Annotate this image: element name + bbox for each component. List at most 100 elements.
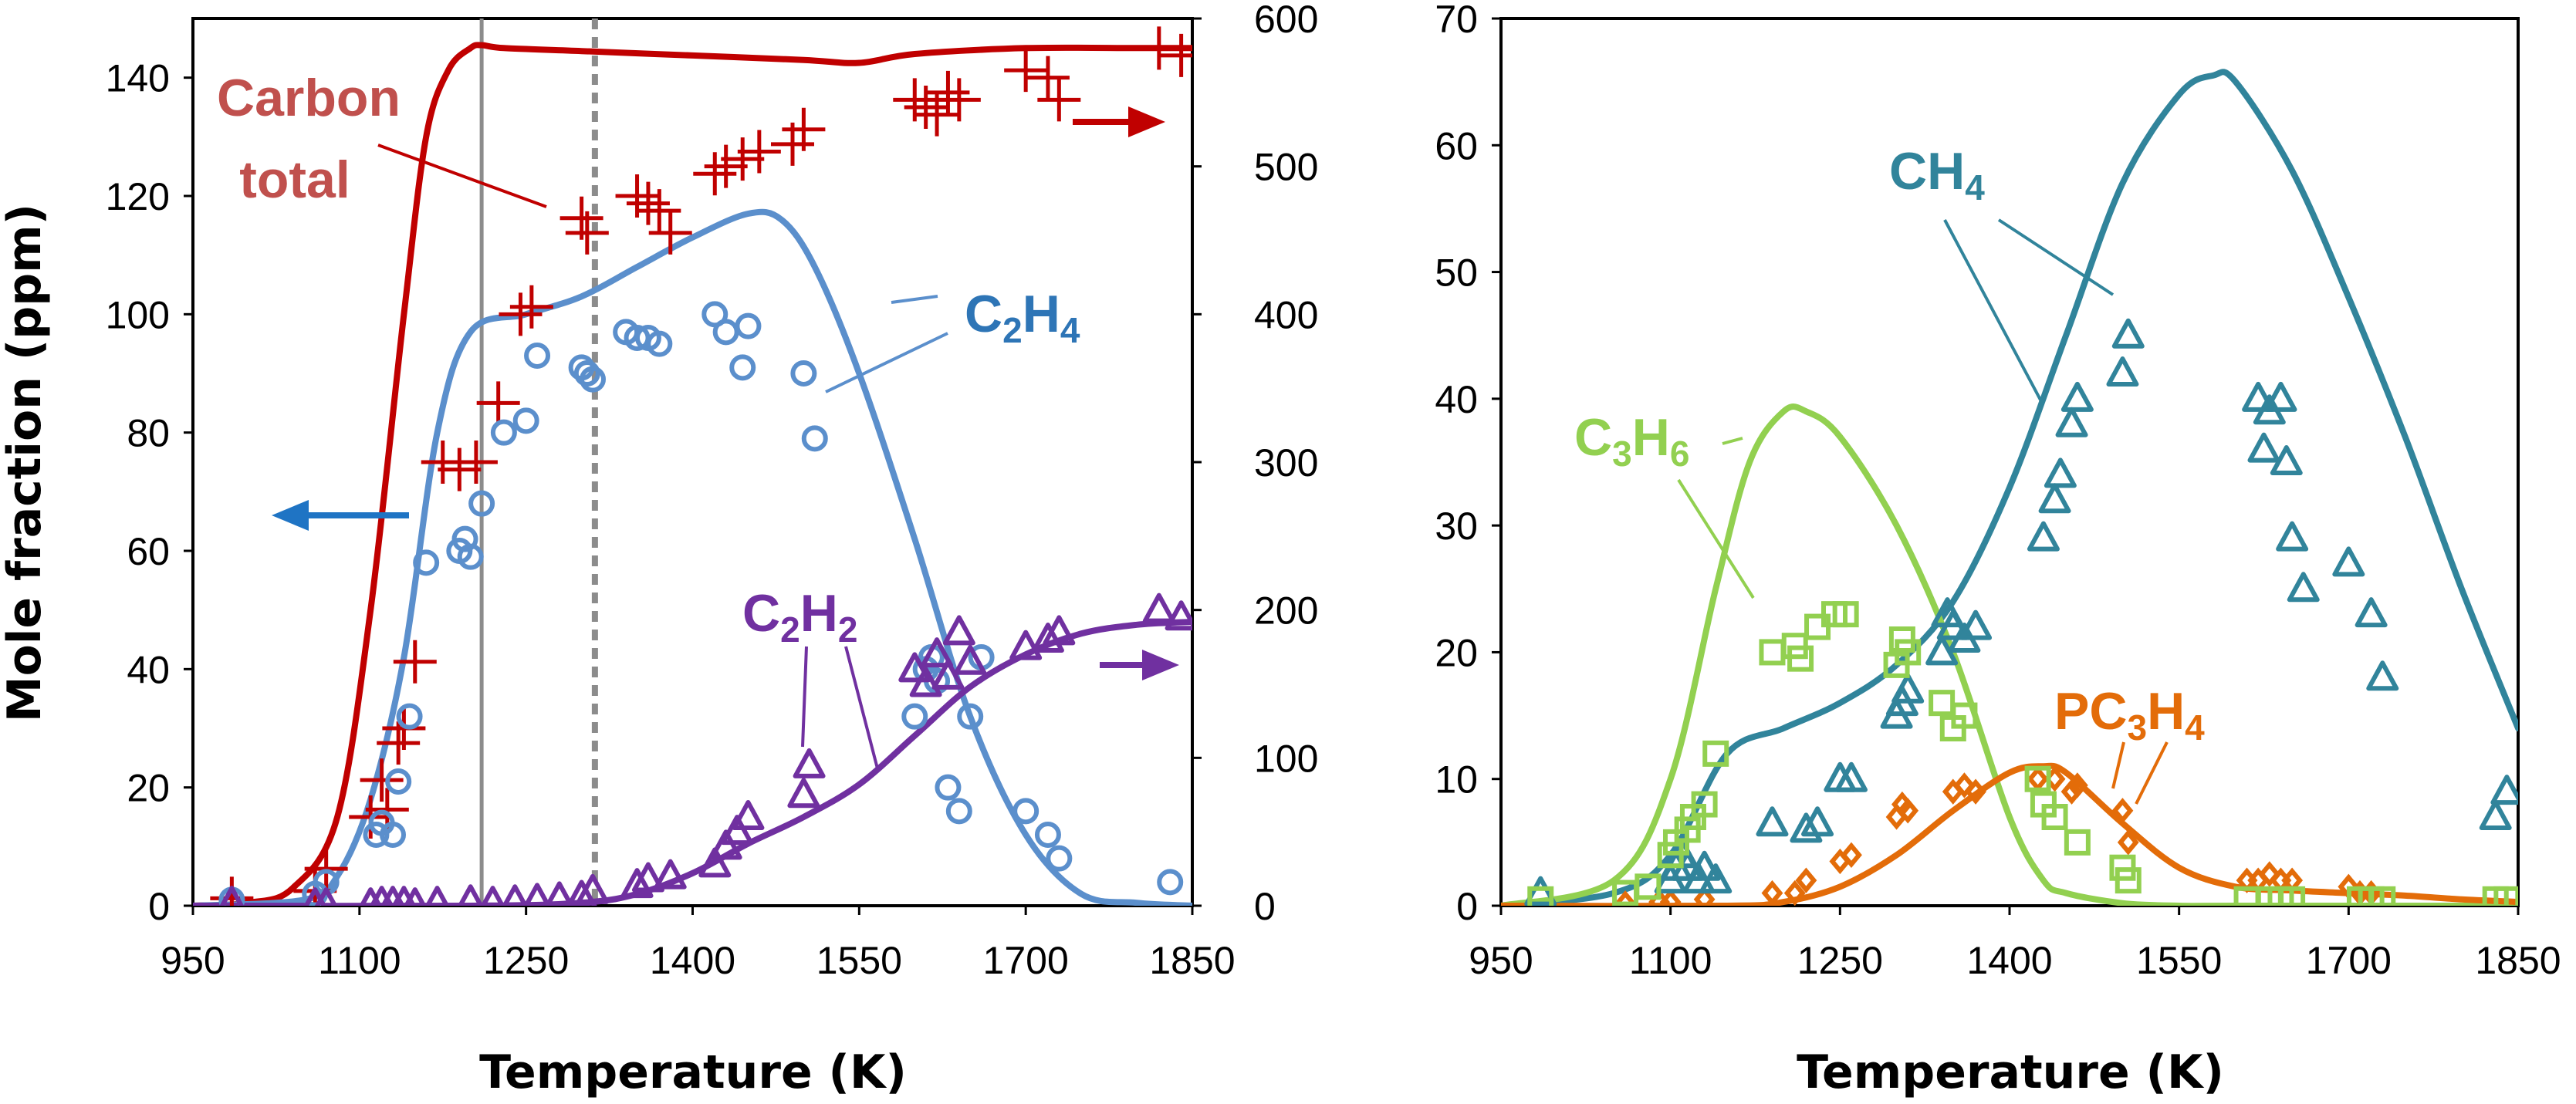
left-ylabel: Mole fraction (ppm)	[0, 204, 52, 722]
right-x-tick-label: 1250	[1797, 939, 1883, 982]
c3h6-point	[1832, 601, 1859, 628]
carbon-total-point	[648, 211, 692, 255]
left-y-tick-label: 100	[106, 293, 170, 336]
ch4-point	[2055, 407, 2088, 437]
c2h4-point	[573, 360, 600, 387]
c2h2-point	[544, 881, 574, 906]
c2h4-point	[490, 419, 517, 446]
left-xlabel: Temperature (K)	[479, 1045, 907, 1099]
c3h6-line	[1501, 403, 2518, 906]
right-x-tick-label: 1100	[1629, 939, 1712, 982]
c3h6-point	[1691, 791, 1718, 818]
left-y2-tick-label: 0	[1254, 885, 1276, 928]
c2h4-point	[712, 319, 739, 346]
c2h4-leader-1	[891, 295, 938, 304]
ch4-point	[2479, 800, 2512, 830]
carbon-total-point	[509, 285, 553, 329]
pc3h4-point	[1841, 842, 1862, 868]
pc3h4-point	[1659, 889, 1682, 906]
right-y-tick-label: 70	[1435, 0, 1478, 41]
left-y-tick-label: 60	[127, 530, 170, 573]
left-x-ticks: 950 1100 1250 1400 1550 1700 1850	[161, 906, 1236, 982]
pc3h4-point	[1953, 772, 1976, 798]
pc3h4-leader-1	[2111, 741, 2125, 789]
pc3h4-point	[1761, 879, 1783, 906]
c3h6-point	[2064, 829, 2091, 856]
c2h2-points	[219, 593, 1192, 906]
carbon-total-point	[1004, 49, 1048, 93]
ch4-points	[1524, 318, 2518, 906]
pc3h4-point	[2027, 766, 2049, 792]
carbon-total-point	[904, 86, 948, 129]
ch4-point	[1801, 806, 1834, 837]
c2h2-point	[1142, 593, 1175, 623]
carbon-total-point	[1037, 78, 1081, 122]
left-y2-tick-label: 500	[1254, 146, 1318, 189]
c2h4-point	[580, 366, 606, 393]
carbon-total-point	[499, 292, 543, 336]
pc3h4-label-text: PC3H4	[2054, 682, 2205, 748]
c2h4-points	[218, 301, 1184, 906]
c2h4-point	[1012, 798, 1040, 825]
pc3h4-point	[1795, 867, 1817, 893]
right-y-tick-label: 50	[1435, 252, 1478, 295]
pc3h4-point	[2066, 772, 2088, 798]
pc3h4-point	[2117, 829, 2139, 856]
c2h2-point	[457, 884, 484, 906]
ch4-point	[2044, 457, 2077, 488]
c2h2-label: C2H2	[742, 584, 880, 772]
c2h2-point	[898, 652, 931, 683]
c2h4-point	[957, 703, 984, 730]
c2h4-point	[1157, 869, 1184, 896]
c2h2-point	[654, 859, 687, 890]
pc3h4-point	[1693, 886, 1716, 906]
ch4-point	[2038, 483, 2071, 514]
carbon-total-point	[915, 93, 959, 137]
ch4-point	[2106, 356, 2139, 387]
ch4-point	[2111, 318, 2145, 349]
c3h6-label: C3H6	[1574, 408, 1755, 599]
pc3h4-point	[2111, 798, 2134, 824]
c2h2-point	[631, 862, 664, 893]
carbon-right-axis-arrow	[1073, 106, 1165, 137]
c2h2-label-text: C2H2	[742, 584, 857, 650]
ch4-point	[2264, 381, 2297, 412]
left-y-tick-label: 40	[127, 648, 170, 691]
c2h4-curve	[193, 208, 1192, 906]
c2h4-point	[524, 343, 551, 369]
pc3h4-point	[1783, 879, 1806, 906]
left-y2-tick-label: 400	[1254, 293, 1318, 336]
c2h2-point	[942, 615, 975, 646]
ch4-point	[1834, 761, 1868, 792]
c2h2-point	[732, 800, 765, 830]
left-x-tick-label: 1250	[483, 939, 569, 982]
left-y-ticks: 0 20 40 60 80 100 120 140	[106, 57, 193, 928]
right-y-tick-label: 10	[1435, 758, 1478, 802]
ch4-point	[1790, 812, 1823, 843]
ch4-leader-1	[1943, 219, 2044, 403]
carbon-total-point	[893, 78, 937, 122]
carbon-total-point	[393, 640, 437, 684]
ch4-point	[1936, 609, 1969, 640]
carbon-total-point	[721, 137, 765, 181]
right-y-ticks: 0 10 20 30 40 50 60 70	[1435, 0, 1501, 928]
left-y2-tick-label: 100	[1254, 737, 1318, 780]
right-x-tick-label: 1850	[2475, 939, 2561, 982]
pc3h4-point	[1897, 798, 1919, 824]
carbon-total-label-line2: total	[239, 150, 350, 209]
carbon-total-points	[210, 26, 1192, 906]
c2h4-point	[735, 312, 762, 339]
left-y-tick-label: 0	[148, 885, 170, 928]
carbon-total-line	[193, 42, 1192, 906]
c3h6-leader-2	[1677, 478, 1755, 599]
pc3h4-leader-2	[2135, 741, 2169, 805]
pc3h4-point	[2060, 778, 2083, 805]
ch4-point	[1756, 806, 1789, 837]
ch4-point	[2270, 445, 2303, 475]
c2h2-right-axis-arrow	[1100, 650, 1179, 680]
carbon-total-point	[615, 174, 659, 218]
carbon-total-label: Carbon total	[217, 69, 547, 209]
c2h2-point	[1043, 615, 1076, 646]
carbon-total-curve	[193, 42, 1192, 906]
